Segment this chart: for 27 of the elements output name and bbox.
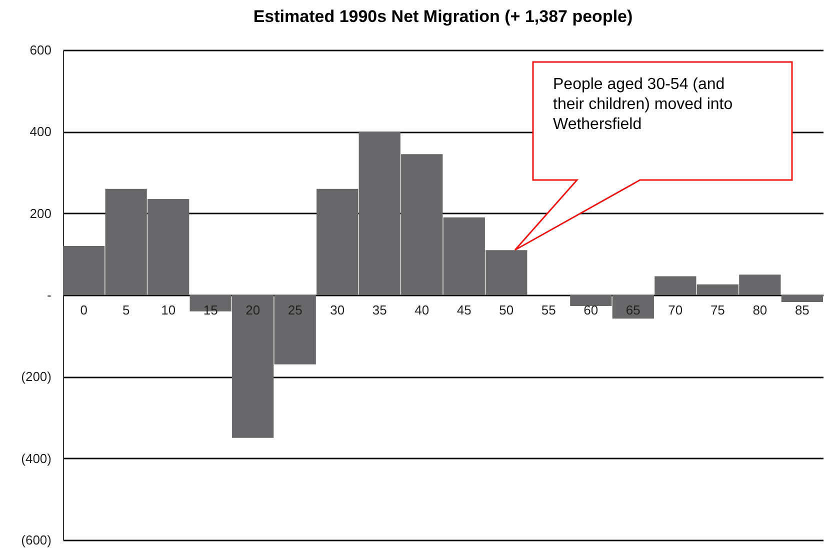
bar: [781, 295, 823, 302]
y-tick-label: 400: [30, 124, 52, 140]
x-tick-label: 40: [414, 302, 430, 318]
x-tick-label: 10: [161, 302, 176, 318]
x-tick-label: 45: [456, 302, 472, 318]
x-tick-label: 70: [668, 302, 683, 318]
x-tick-label: 75: [710, 302, 725, 318]
x-tick-label: 60: [584, 302, 598, 318]
x-tick-label: 85: [794, 302, 810, 318]
annotation: People aged 30-54 (and their children) moved into Wethersfield: [553, 75, 734, 135]
x-tick-label: 55: [541, 302, 556, 318]
y-tick-label: (600): [21, 532, 52, 548]
x-tick-label: 0: [80, 302, 88, 318]
y-tick-label: -: [47, 288, 52, 302]
x-tick-label: 65: [626, 302, 640, 318]
x-tick-label: 35: [372, 302, 387, 318]
x-tick-label: 25: [288, 302, 302, 318]
y-tick-label: (400): [21, 450, 52, 466]
chart-title: Estimated 1990s Net Migration (+ 1,387 people): [253, 7, 633, 26]
y-tick-label: 200: [30, 206, 52, 221]
x-tick-label: 30: [330, 302, 345, 318]
x-tick-label: 5: [122, 302, 130, 318]
x-tick-label: 50: [499, 302, 514, 318]
y-tick-label: (200): [21, 369, 52, 384]
x-tick-label: 20: [246, 302, 260, 318]
x-tick-label: 80: [752, 302, 768, 318]
y-tick-label: 600: [30, 42, 52, 58]
